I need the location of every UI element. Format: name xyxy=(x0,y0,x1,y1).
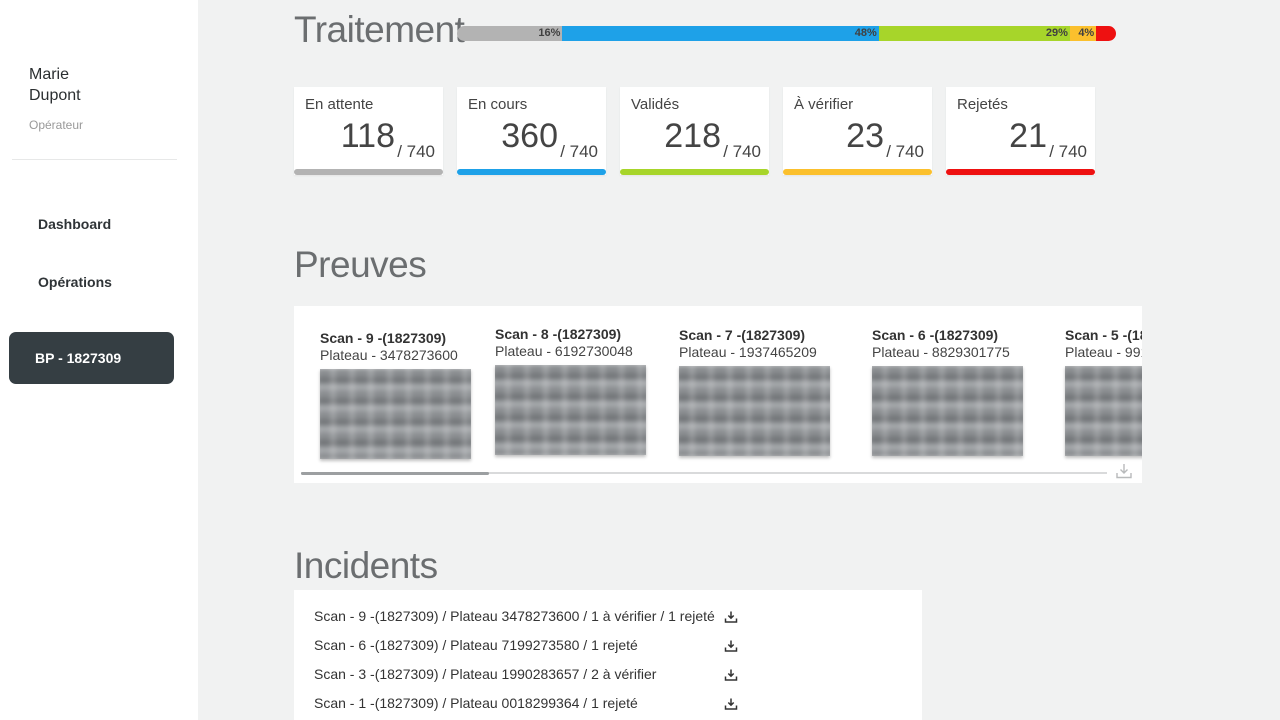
scan-plateau: Plateau - 1937465209 xyxy=(679,344,817,360)
card-label: En cours xyxy=(468,96,528,113)
card-color-bar xyxy=(294,169,443,175)
scan-plateau: Plateau - 8829301775 xyxy=(872,344,1010,360)
scrollbar-thumb[interactable] xyxy=(301,471,489,475)
horizontal-scrollbar[interactable] xyxy=(301,471,1107,475)
scan-thumbnail[interactable] xyxy=(495,365,646,455)
card-rejetes[interactable]: Rejetés 21/ 740 xyxy=(946,87,1095,175)
scan-plateau: Plateau - 6192730048 xyxy=(495,343,633,359)
scan-thumbnail[interactable] xyxy=(1065,366,1142,456)
section-title-incidents: Incidents xyxy=(294,545,438,586)
preuves-panel: Scan - 9 -(1827309) Plateau - 3478273600 S… xyxy=(294,306,1142,483)
scan-plateau: Plateau - 3478273600 xyxy=(320,347,458,363)
download-icon[interactable] xyxy=(724,639,738,653)
scan-title: Scan - 6 -(1827309) xyxy=(872,327,999,343)
section-title-traitement: Traitement xyxy=(294,9,465,50)
scan-item[interactable]: Scan - 5 -(18 Plateau - 991 xyxy=(1065,327,1142,456)
card-a-verifier[interactable]: À vérifier 23/ 740 xyxy=(783,87,932,175)
card-value: 21 xyxy=(1009,117,1047,155)
nav-active-bp[interactable]: BP - 1827309 xyxy=(9,332,174,384)
download-icon[interactable] xyxy=(724,610,738,624)
scan-title: Scan - 8 -(1827309) xyxy=(495,326,622,342)
scan-plateau: Plateau - 991 xyxy=(1065,344,1142,360)
user-role: Opérateur xyxy=(29,118,84,132)
card-color-bar xyxy=(457,169,606,175)
card-total: / 740 xyxy=(560,142,598,161)
scan-title: Scan - 5 -(18 xyxy=(1065,327,1142,343)
nav-dashboard[interactable]: Dashboard xyxy=(38,216,112,232)
progress-segment: 29% xyxy=(878,26,1070,41)
card-value: 23 xyxy=(846,117,884,155)
card-label: Rejetés xyxy=(957,96,1008,113)
scan-thumbnail-image xyxy=(320,369,471,459)
incident-row: Scan - 1 -(1827309) / Plateau 0018299364… xyxy=(314,695,638,711)
scan-item[interactable]: Scan - 8 -(1827309) Plateau - 6192730048 xyxy=(495,326,655,455)
scan-thumbnail-image xyxy=(495,365,646,455)
sidebar: Marie Dupont Opérateur Dashboard Opérati… xyxy=(0,0,198,720)
user-last-name: Dupont xyxy=(29,87,81,104)
card-value: 118 xyxy=(340,117,395,155)
scan-thumbnail-image xyxy=(872,366,1023,456)
download-icon[interactable] xyxy=(724,668,738,682)
card-total: / 740 xyxy=(723,142,761,161)
download-icon[interactable] xyxy=(724,697,738,711)
card-en-cours[interactable]: En cours 360/ 740 xyxy=(457,87,606,175)
scan-item[interactable]: Scan - 7 -(1827309) Plateau - 1937465209 xyxy=(679,327,839,456)
incident-row: Scan - 9 -(1827309) / Plateau 3478273600… xyxy=(314,608,715,624)
incident-row: Scan - 6 -(1827309) / Plateau 7199273580… xyxy=(314,637,638,653)
incidents-panel: Scan - 9 -(1827309) / Plateau 3478273600… xyxy=(294,590,922,720)
card-value: 218 xyxy=(664,117,721,155)
card-color-bar xyxy=(783,169,932,175)
card-label: En attente xyxy=(305,96,374,113)
card-label: À vérifier xyxy=(794,96,854,113)
scan-title: Scan - 7 -(1827309) xyxy=(679,327,806,343)
scan-thumbnail[interactable] xyxy=(679,366,830,456)
card-color-bar xyxy=(946,169,1095,175)
card-total: / 740 xyxy=(397,142,435,161)
scan-thumbnail[interactable] xyxy=(872,366,1023,456)
incident-row: Scan - 3 -(1827309) / Plateau 1990283657… xyxy=(314,666,657,682)
scan-thumbnail-image xyxy=(1065,366,1142,456)
card-label: Validés xyxy=(631,96,680,113)
card-total: / 740 xyxy=(886,142,924,161)
progress-segment: 48% xyxy=(562,26,879,41)
scan-item[interactable]: Scan - 6 -(1827309) Plateau - 8829301775 xyxy=(872,327,1032,456)
scan-item[interactable]: Scan - 9 -(1827309) Plateau - 3478273600 xyxy=(320,330,480,459)
download-icon[interactable] xyxy=(1115,462,1133,480)
card-value: 360 xyxy=(501,117,558,155)
progress-segment xyxy=(1096,26,1116,41)
scan-thumbnail[interactable] xyxy=(320,369,471,459)
card-valides[interactable]: Validés 218/ 740 xyxy=(620,87,769,175)
traitement-progress-bar: 16% 48% 29% 4% xyxy=(457,26,1116,41)
scan-title: Scan - 9 -(1827309) xyxy=(320,330,447,346)
sidebar-divider xyxy=(12,159,177,160)
progress-segment: 16% xyxy=(457,26,563,41)
card-color-bar xyxy=(620,169,769,175)
card-en-attente[interactable]: En attente 118/ 740 xyxy=(294,87,443,175)
card-total: / 740 xyxy=(1049,142,1087,161)
scan-thumbnail-image xyxy=(679,366,830,456)
user-name: Marie Dupont xyxy=(29,64,179,106)
section-title-preuves: Preuves xyxy=(294,244,427,285)
nav-operations[interactable]: Opérations xyxy=(38,274,112,290)
progress-segment: 4% xyxy=(1069,26,1097,41)
user-first-name: Marie xyxy=(29,66,70,83)
